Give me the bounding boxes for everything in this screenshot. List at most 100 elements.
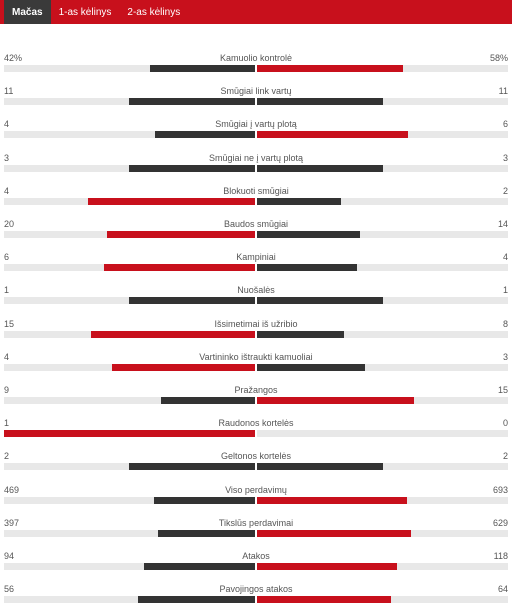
stat-right-value: 2 (502, 185, 508, 196)
stat-left-bar (154, 496, 255, 504)
stat-label: Vartininko ištraukti kamuoliai (199, 351, 313, 362)
stat-right-bar (257, 65, 403, 72)
stat-right-bar (257, 131, 408, 139)
stat-row: 6 Kampiniai 4 (0, 251, 512, 275)
stat-left-value: 11 (4, 86, 14, 97)
stat-left-bar (88, 197, 255, 205)
stat-right-bar (257, 529, 411, 537)
stat-right-bar (257, 231, 360, 238)
stat-right-bar (257, 264, 357, 272)
stat-right-value: 64 (497, 584, 508, 595)
stat-left-value: 94 (4, 551, 15, 561)
stat-left-value: 9 (4, 385, 10, 395)
stat-right-bar-track (257, 563, 508, 570)
stat-right-bar-track (257, 363, 508, 371)
stat-left-value: 56 (4, 584, 15, 595)
stat-right-bar (257, 496, 407, 504)
stat-label: Pavojingos atakos (219, 584, 293, 595)
stat-label: Baudos smūgiai (223, 219, 289, 229)
stat-label: Nuošalės (237, 285, 275, 296)
stat-right-bar-track (257, 231, 508, 238)
stat-left-bar-track (4, 596, 255, 604)
stat-left-bar (129, 463, 255, 471)
stat-left-value: 42% (4, 53, 23, 63)
stat-left-bar-track (4, 297, 255, 305)
stat-label: Kampiniai (236, 252, 276, 263)
stat-label: Atakos (242, 551, 270, 561)
stat-left-bar (129, 297, 255, 305)
tab-first-half[interactable]: 1-as kėlinys (58, 6, 112, 18)
stat-right-bar (257, 596, 391, 604)
stat-right-bar-track (257, 264, 508, 272)
stat-left-value: 469 (4, 484, 20, 495)
stat-label: Smūgiai link vartų (220, 86, 292, 97)
stat-row: 56 Pavojingos atakos 64 (0, 583, 512, 607)
stat-left-value: 20 (4, 219, 15, 229)
stat-row: 1 Nuošalės 1 (0, 284, 512, 308)
stat-left-bar (129, 98, 255, 106)
stat-right-bar-track (257, 131, 508, 139)
stat-left-bar (158, 529, 255, 537)
stat-left-value: 3 (4, 152, 10, 163)
stat-right-bar-track (257, 65, 508, 72)
stat-right-bar-track (257, 596, 508, 604)
stat-right-value: 0 (502, 418, 508, 429)
stat-row: 94 Atakos 118 (0, 550, 512, 574)
stat-label: Pražangos (234, 385, 278, 395)
stat-left-bar-track (4, 430, 255, 438)
stat-right-bar (257, 363, 365, 371)
stat-label: Viso perdavimų (225, 484, 287, 495)
stat-left-bar-track (4, 529, 255, 537)
stat-right-bar (257, 330, 344, 338)
stat-left-bar (155, 131, 255, 139)
stat-row: 20 Baudos smūgiai 14 (0, 218, 512, 242)
period-tabs: Mačas 1-as kėlinys 2-as kėlinys (0, 0, 512, 24)
tab-match[interactable]: Mačas (4, 0, 51, 24)
stat-row: 42% Kamuolio kontrolė 58% (0, 52, 512, 76)
stat-right-value: 629 (492, 517, 508, 528)
stat-left-bar-track (4, 264, 255, 272)
stat-row: 1 Raudonos kortelės 0 (0, 417, 512, 441)
stat-right-value: 2 (502, 451, 508, 462)
stat-left-bar (4, 430, 255, 438)
stat-right-bar (257, 297, 383, 305)
stat-right-bar (257, 563, 397, 570)
tab-second-half[interactable]: 2-as kėlinys (127, 6, 181, 18)
stat-left-bar (150, 65, 255, 72)
stat-right-bar (257, 164, 383, 172)
stat-row: 4 Blokuoti smūgiai 2 (0, 185, 512, 209)
stat-left-value: 1 (4, 285, 10, 296)
stat-label: Raudonos kortelės (218, 418, 294, 429)
stat-right-value: 6 (502, 119, 508, 130)
stat-right-value: 693 (492, 484, 508, 495)
stat-right-bar-track (257, 297, 508, 305)
stat-row: 15 Išsimetimai iš užribio 8 (0, 318, 512, 342)
stat-right-bar (257, 197, 341, 205)
stat-left-bar-track (4, 231, 255, 238)
stat-left-bar-track (4, 197, 255, 205)
stat-right-value: 14 (497, 219, 508, 229)
stat-right-bar-track (257, 330, 508, 338)
stat-label: Kamuolio kontrolė (219, 53, 293, 63)
stat-left-value: 4 (4, 185, 10, 196)
stat-left-bar (129, 164, 255, 172)
stat-right-value: 8 (502, 318, 508, 329)
stat-right-bar-track (257, 529, 508, 537)
stat-left-value: 4 (4, 119, 10, 130)
stat-left-bar-track (4, 330, 255, 338)
stat-left-bar (144, 563, 255, 570)
stat-row: 9 Pražangos 15 (0, 384, 512, 408)
stat-right-value: 118 (493, 551, 508, 561)
stat-label: Geltonos kortelės (220, 451, 292, 462)
stat-row: 3 Smūgiai ne į vartų plotą 3 (0, 152, 512, 176)
stat-left-bar-track (4, 397, 255, 404)
stat-right-bar-track (257, 463, 508, 471)
stat-right-bar-track (257, 496, 508, 504)
stat-left-bar-track (4, 131, 255, 139)
stat-left-bar (138, 596, 255, 604)
stat-right-value: 4 (502, 252, 508, 263)
stat-row: 2 Geltonos kortelės 2 (0, 450, 512, 474)
stat-right-bar (257, 463, 383, 471)
stat-right-bar (257, 98, 383, 106)
stat-right-value: 3 (502, 351, 508, 362)
